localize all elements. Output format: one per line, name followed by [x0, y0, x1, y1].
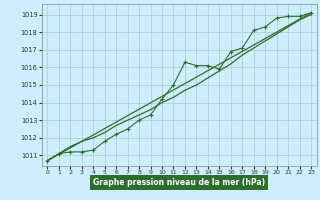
X-axis label: Graphe pression niveau de la mer (hPa): Graphe pression niveau de la mer (hPa): [93, 178, 265, 187]
